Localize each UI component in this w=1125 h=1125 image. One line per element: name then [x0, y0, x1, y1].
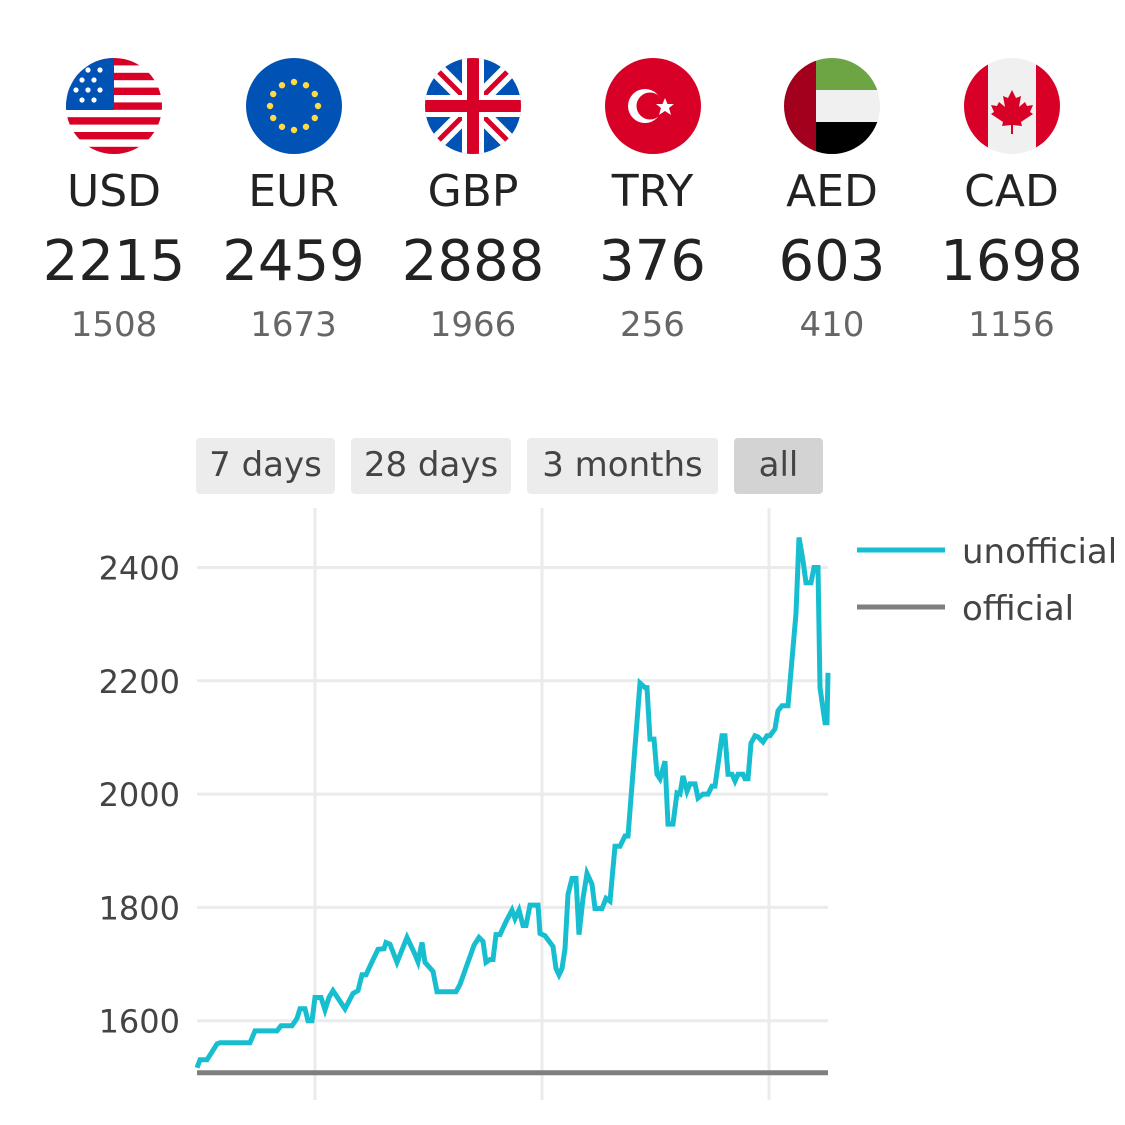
range-7-days-button[interactable]: 7 days — [196, 438, 335, 494]
unofficial-rate: 2888 — [401, 229, 545, 294]
range-28-days-button[interactable]: 28 days — [351, 438, 511, 494]
range-3-months-button[interactable]: 3 months — [527, 438, 718, 494]
unofficial-rate: 2215 — [42, 229, 186, 294]
uk-flag-icon — [425, 58, 521, 154]
unofficial-rate: 603 — [778, 229, 886, 294]
currency-gbp: GBP 2888 1966 — [383, 58, 563, 342]
series-line-unofficial — [194, 537, 831, 1069]
currency-code: USD — [66, 166, 161, 217]
currency-code: TRY — [611, 166, 694, 217]
currency-code: EUR — [248, 166, 339, 217]
currency-usd: USD 2215 1508 — [24, 58, 204, 342]
y-tick-label: 1600 — [99, 1003, 180, 1041]
eu-flag-icon — [245, 58, 342, 154]
turkey-flag-icon — [604, 58, 701, 154]
official-rate: 1508 — [70, 305, 158, 345]
legend-official-label: official — [962, 589, 1074, 629]
currency-try: TRY 376 256 — [563, 58, 743, 342]
canada-flag-icon — [963, 58, 1060, 154]
official-rate: 1673 — [250, 305, 337, 345]
y-tick-label: 2200 — [99, 663, 180, 701]
currency-code: GBP — [427, 166, 519, 217]
us-flag-icon — [66, 58, 162, 154]
currency-cad: CAD 1698 1156 — [922, 58, 1102, 342]
currency-code: CAD — [964, 166, 1059, 217]
currency-eur: EUR 2459 1673 — [204, 58, 384, 342]
y-tick-label: 2000 — [99, 776, 180, 814]
unofficial-rate: 1698 — [940, 229, 1083, 294]
official-rate: 410 — [799, 305, 865, 345]
uae-flag-icon — [784, 58, 880, 154]
official-rate: 1156 — [968, 305, 1055, 345]
y-tick-label: 1800 — [99, 889, 180, 927]
y-tick-label: 2400 — [99, 549, 180, 587]
unofficial-rate: 2459 — [222, 229, 365, 294]
currency-code: AED — [786, 166, 878, 217]
legend: unofficial official — [857, 532, 1117, 629]
range-all-button[interactable]: all — [734, 438, 823, 494]
official-rate: 1966 — [429, 305, 517, 345]
currency-aed: AED 603 410 — [742, 58, 922, 342]
unofficial-rate: 376 — [599, 229, 706, 294]
legend-unofficial-label: unofficial — [962, 532, 1117, 572]
official-rate: 256 — [620, 305, 685, 345]
